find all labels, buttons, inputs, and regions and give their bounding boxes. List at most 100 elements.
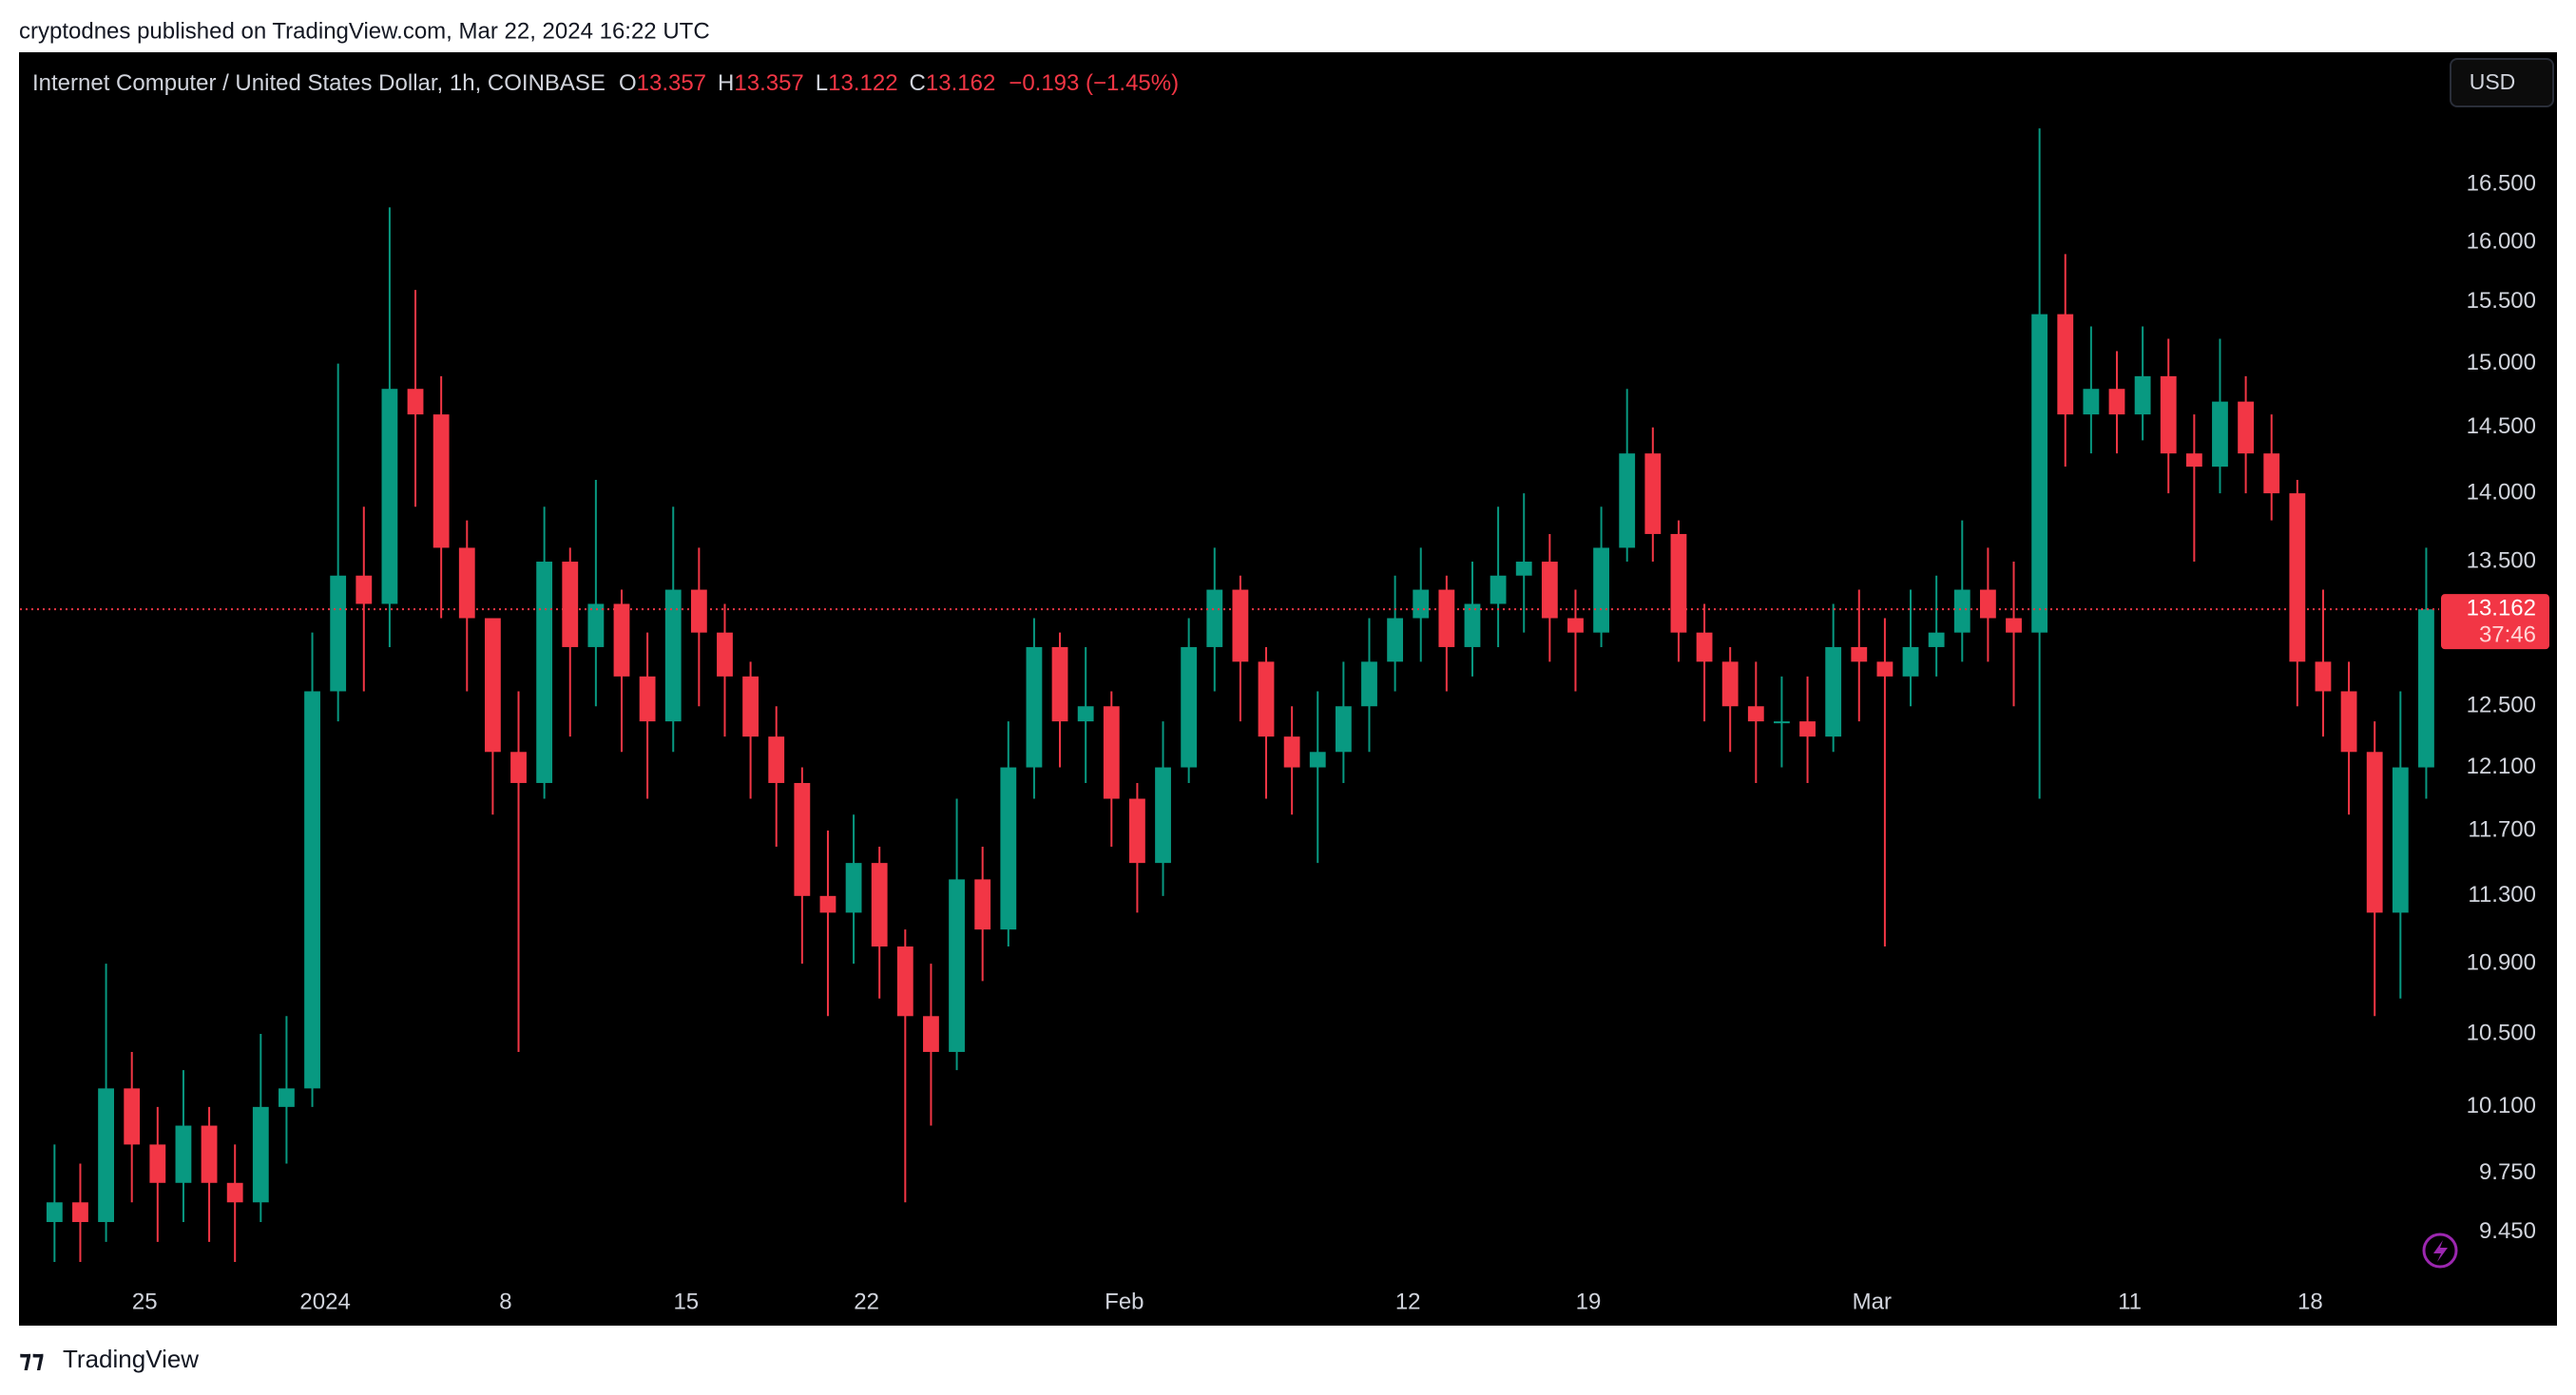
candle-body <box>2289 493 2306 662</box>
candle-body <box>2185 453 2202 468</box>
legend-change: −0.193 (−1.45%) <box>1009 70 1179 96</box>
candle-body <box>1851 646 1868 662</box>
y-tick-label: 10.100 <box>2467 1093 2536 1118</box>
legend-key: H <box>718 70 734 96</box>
candle-body <box>2006 618 2022 633</box>
currency-label[interactable]: USD <box>2470 69 2516 94</box>
ohlc-legend: Internet Computer / United States Dollar… <box>32 70 1179 96</box>
candle-body <box>484 618 501 753</box>
x-tick-label: 2024 <box>299 1289 350 1314</box>
legend-title: Internet Computer / United States Dollar… <box>32 70 606 96</box>
y-tick-label: 16.500 <box>2467 171 2536 197</box>
candle-body <box>1696 632 1713 662</box>
candle-body <box>1309 752 1326 768</box>
candle-body <box>149 1144 166 1183</box>
y-tick-label: 10.500 <box>2467 1020 2536 1045</box>
candle-body <box>1774 721 1790 724</box>
candle-body <box>1541 562 1558 619</box>
publisher-note: cryptodnes published on TradingView.com,… <box>19 18 710 44</box>
candle-body <box>433 414 450 548</box>
y-tick-label: 12.100 <box>2467 754 2536 779</box>
candle-body <box>2108 389 2125 415</box>
candle-body <box>1258 661 1275 737</box>
chart-frame <box>19 52 2557 1326</box>
candle-body <box>1515 562 1532 576</box>
alert-icon[interactable] <box>2422 1233 2458 1269</box>
candle-body <box>717 632 733 677</box>
x-tick-label: 12 <box>1395 1289 1421 1314</box>
candle-body <box>2238 401 2255 454</box>
legend-value: 13.122 <box>828 70 897 96</box>
candle-body <box>407 389 424 415</box>
candle-body <box>279 1088 295 1107</box>
candle-body <box>1464 603 1481 647</box>
candle-body <box>98 1088 114 1222</box>
x-tick-label: Mar <box>1853 1289 1892 1314</box>
candle-body <box>1953 589 1970 633</box>
y-tick-label: 15.500 <box>2467 288 2536 314</box>
candle-body <box>690 589 707 633</box>
candle-body <box>510 752 527 783</box>
legend-key: C <box>910 70 926 96</box>
candle-body <box>1335 706 1352 753</box>
candle-body <box>1413 589 1430 619</box>
candle-body <box>639 676 656 722</box>
candle-body <box>742 676 759 737</box>
candle-body <box>2083 389 2100 415</box>
y-tick-label: 14.500 <box>2467 413 2536 439</box>
legend-value: 13.357 <box>734 70 803 96</box>
candle-body <box>1670 533 1687 633</box>
candle-body <box>1799 721 1816 737</box>
candle-body <box>1825 646 1842 737</box>
y-tick-label: 14.000 <box>2467 479 2536 505</box>
candle-body <box>819 895 836 913</box>
y-tick-label: 12.500 <box>2467 693 2536 718</box>
x-tick-label: 15 <box>673 1289 699 1314</box>
y-tick-label: 9.450 <box>2479 1218 2536 1244</box>
candle-body <box>1567 618 1584 633</box>
candle-body <box>1490 575 1507 604</box>
last-price-label: 13.162 <box>2467 596 2536 621</box>
candle-body <box>2057 314 2074 415</box>
candle-body <box>2418 609 2434 768</box>
candle-body <box>871 863 888 947</box>
candle-body <box>845 863 862 913</box>
candle-body <box>896 946 913 1017</box>
candle-body <box>794 782 811 896</box>
x-tick-label: 18 <box>2297 1289 2323 1314</box>
last-price-box <box>2441 594 2549 650</box>
candle-body <box>1181 646 1198 768</box>
candle-body <box>72 1202 88 1222</box>
candle-body <box>2340 691 2357 753</box>
candle-body <box>124 1088 141 1145</box>
candle-body <box>1876 661 1894 677</box>
y-tick-label: 15.000 <box>2467 350 2536 375</box>
candle-body <box>1979 589 1996 619</box>
candle-body <box>46 1202 63 1222</box>
y-tick-label: 9.750 <box>2479 1159 2536 1185</box>
y-tick-label: 16.000 <box>2467 228 2536 254</box>
candle-body <box>1155 767 1171 864</box>
candle-body <box>587 603 605 647</box>
candle-body <box>1902 646 1919 677</box>
legend-key: L <box>816 70 828 96</box>
candle-body <box>2160 375 2177 454</box>
candle-body <box>1051 646 1068 722</box>
candle-body <box>1644 453 1662 534</box>
candle-body <box>1387 618 1404 662</box>
candle-body <box>2366 752 2383 913</box>
candle-body <box>226 1182 243 1203</box>
currency-button[interactable] <box>2450 58 2554 107</box>
countdown-label: 37:46 <box>2479 622 2536 648</box>
candle-body <box>613 603 630 677</box>
x-tick-label: 11 <box>2118 1289 2142 1314</box>
candle-body <box>974 879 991 930</box>
brand-name: TradingView <box>63 1345 199 1373</box>
y-tick-label: 11.700 <box>2468 816 2536 842</box>
candle-body <box>1361 661 1377 707</box>
candle-body <box>1000 767 1017 930</box>
candle-body <box>949 879 965 1052</box>
candle-body <box>2392 767 2409 913</box>
candle-body <box>330 575 347 692</box>
candle-body <box>381 389 398 604</box>
